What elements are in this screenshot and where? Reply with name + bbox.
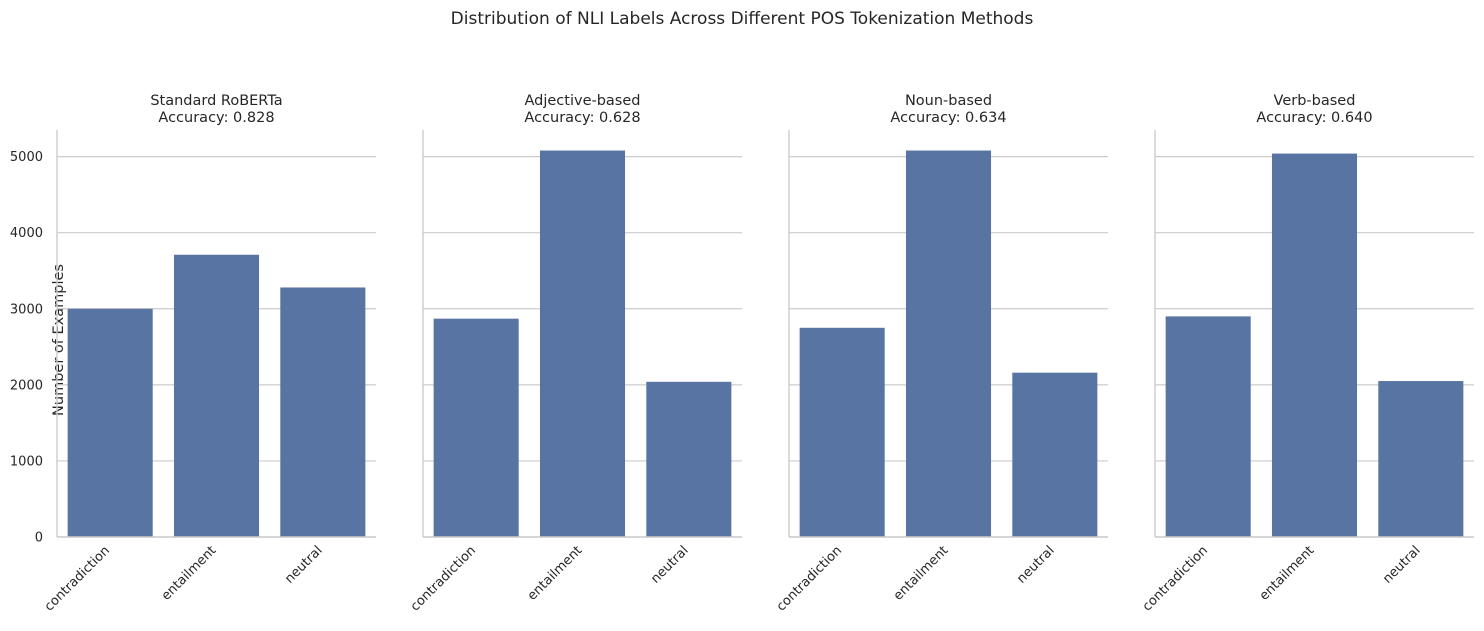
x-tick-label: contradiction (42, 543, 113, 614)
y-tick-label: 5000 (10, 150, 43, 165)
x-tick-label: contradiction (408, 543, 479, 614)
bar-contradiction (433, 318, 519, 537)
y-tick-label: 0 (35, 531, 43, 546)
bar-contradiction (67, 308, 153, 537)
panel-title: Verb-based (1274, 93, 1356, 109)
panel-title: Noun-based (905, 93, 992, 109)
panel-title: Adjective-based (524, 93, 640, 109)
x-tick-label: neutral (1014, 543, 1057, 586)
bar-contradiction (799, 327, 885, 537)
bar-entailment (905, 150, 992, 537)
x-tick-label: contradiction (774, 543, 845, 614)
panel-accuracy: Accuracy: 0.828 (158, 110, 274, 126)
chart-title: Distribution of NLI Labels Across Differ… (451, 9, 1034, 29)
y-tick-label: 3000 (10, 302, 43, 317)
panel-accuracy: Accuracy: 0.628 (524, 110, 640, 126)
bar-neutral (646, 381, 732, 537)
bar-neutral (1378, 381, 1464, 537)
bar-contradiction (1165, 316, 1251, 537)
bar-entailment (1271, 153, 1358, 537)
x-tick-label: contradiction (1140, 543, 1211, 614)
x-tick-label: entailment (1257, 543, 1317, 603)
y-tick-label: 2000 (10, 378, 43, 393)
bar-entailment (173, 254, 260, 537)
panel-title: Standard RoBERTa (150, 93, 282, 109)
x-tick-label: entailment (525, 543, 585, 603)
x-tick-label: entailment (891, 543, 951, 603)
panel-accuracy: Accuracy: 0.640 (1256, 110, 1372, 126)
y-axis-label: Number of Examples (51, 264, 67, 416)
y-tick-label: 1000 (10, 454, 43, 469)
x-tick-label: neutral (282, 543, 325, 586)
x-tick-label: entailment (159, 543, 219, 603)
x-tick-label: neutral (648, 543, 691, 586)
panel-accuracy: Accuracy: 0.634 (890, 110, 1006, 126)
y-tick-label: 4000 (10, 226, 43, 241)
x-tick-label: neutral (1380, 543, 1423, 586)
bar-neutral (1012, 372, 1098, 537)
bar-entailment (539, 150, 626, 537)
bar-neutral (280, 287, 366, 537)
